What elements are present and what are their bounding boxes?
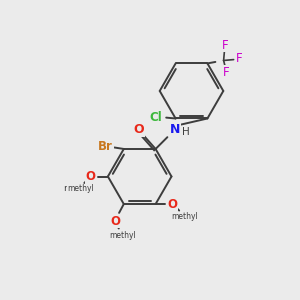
Text: F: F bbox=[222, 39, 228, 52]
Text: H: H bbox=[182, 127, 190, 137]
Text: methyl: methyl bbox=[67, 184, 94, 194]
Text: Br: Br bbox=[98, 140, 113, 152]
Text: F: F bbox=[223, 66, 230, 79]
Text: Cl: Cl bbox=[149, 110, 162, 124]
Text: methyl: methyl bbox=[172, 212, 198, 221]
Text: methyl: methyl bbox=[109, 231, 136, 240]
Text: O: O bbox=[134, 123, 144, 136]
Text: O: O bbox=[168, 197, 178, 211]
Text: methyl: methyl bbox=[63, 184, 95, 194]
Text: N: N bbox=[169, 123, 180, 136]
Text: F: F bbox=[236, 52, 242, 65]
Text: O: O bbox=[110, 214, 120, 228]
Text: O: O bbox=[86, 170, 96, 183]
